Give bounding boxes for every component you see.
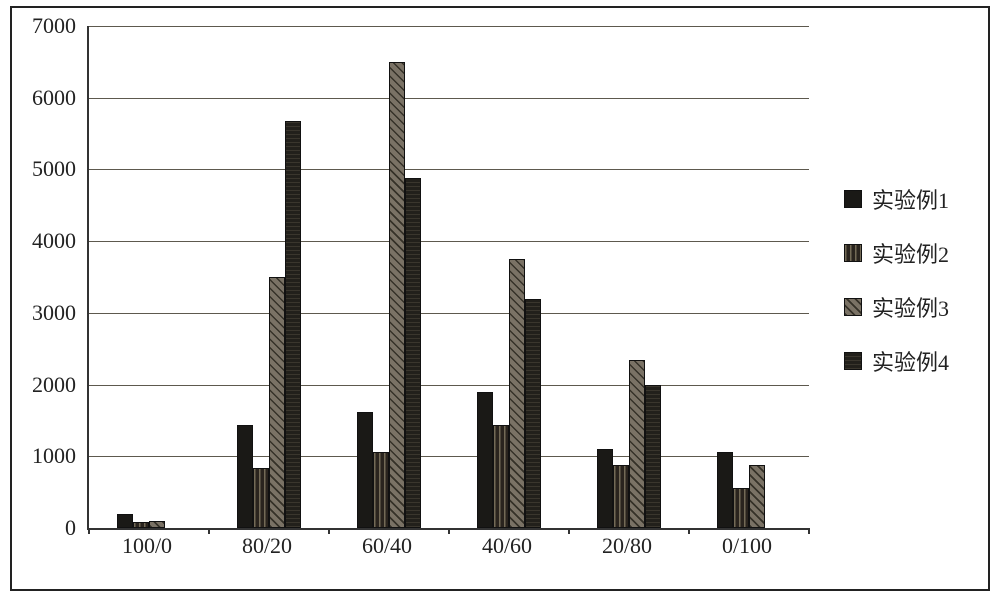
bar-series-1 <box>597 449 613 528</box>
gridline <box>89 385 809 386</box>
bar-series-2 <box>493 425 509 528</box>
bar-series-3 <box>509 259 525 528</box>
bar-series-2 <box>613 465 629 528</box>
y-axis-label: 6000 <box>16 85 76 111</box>
bar-series-2 <box>253 468 269 528</box>
bar-series-4 <box>285 121 301 528</box>
y-axis-label: 3000 <box>16 300 76 326</box>
x-axis-tick <box>568 528 570 534</box>
legend-item-1: 实验例1 <box>844 183 949 215</box>
x-axis-tick <box>208 528 210 534</box>
y-axis-label: 2000 <box>16 372 76 398</box>
legend-item-3: 实验例3 <box>844 291 949 323</box>
y-axis-label: 5000 <box>16 156 76 182</box>
gridline <box>89 313 809 314</box>
x-axis-label: 20/80 <box>602 533 652 559</box>
legend-swatch-1 <box>844 190 862 208</box>
y-axis-label: 0 <box>16 515 76 541</box>
legend-label-2: 实验例2 <box>872 237 949 269</box>
x-axis-label: 0/100 <box>722 533 772 559</box>
x-axis-tick <box>448 528 450 534</box>
x-axis-label: 60/40 <box>362 533 412 559</box>
bar-series-1 <box>477 392 493 528</box>
bar-series-4 <box>405 178 421 528</box>
y-axis-label: 4000 <box>16 228 76 254</box>
bar-series-3 <box>629 360 645 528</box>
gridline <box>89 98 809 99</box>
x-axis-label: 40/60 <box>482 533 532 559</box>
legend-swatch-3 <box>844 298 862 316</box>
bar-series-2 <box>133 522 149 528</box>
legend-swatch-4 <box>844 352 862 370</box>
legend: 实验例1 实验例2 实验例3 实验例4 <box>844 183 949 377</box>
x-axis-label: 80/20 <box>242 533 292 559</box>
gridline <box>89 241 809 242</box>
bar-series-1 <box>237 425 253 528</box>
x-axis-label: 100/0 <box>122 533 172 559</box>
bar-series-2 <box>733 488 749 528</box>
bar-series-1 <box>717 452 733 528</box>
bar-series-3 <box>269 277 285 528</box>
bar-series-3 <box>749 465 765 528</box>
legend-item-4: 实验例4 <box>844 345 949 377</box>
bar-series-4 <box>525 299 541 528</box>
bar-series-2 <box>373 452 389 528</box>
legend-label-1: 实验例1 <box>872 183 949 215</box>
x-axis-tick <box>808 528 810 534</box>
x-axis-tick <box>688 528 690 534</box>
legend-swatch-2 <box>844 244 862 262</box>
bar-series-3 <box>389 62 405 528</box>
y-axis-label: 1000 <box>16 443 76 469</box>
bar-series-4 <box>645 385 661 528</box>
legend-item-2: 实验例2 <box>844 237 949 269</box>
chart-frame: 0 1000 2000 3000 4000 5000 6000 7000 100/0 80/20 6… <box>10 6 990 591</box>
y-axis-label: 7000 <box>16 13 76 39</box>
x-axis-tick <box>88 528 90 534</box>
gridline <box>89 169 809 170</box>
plot-area <box>87 26 809 530</box>
bar-series-1 <box>357 412 373 528</box>
legend-label-4: 实验例4 <box>872 345 949 377</box>
gridline <box>89 456 809 457</box>
bar-series-1 <box>117 514 133 528</box>
legend-label-3: 实验例3 <box>872 291 949 323</box>
gridline <box>89 26 809 27</box>
bar-series-3 <box>149 521 165 528</box>
x-axis-tick <box>328 528 330 534</box>
